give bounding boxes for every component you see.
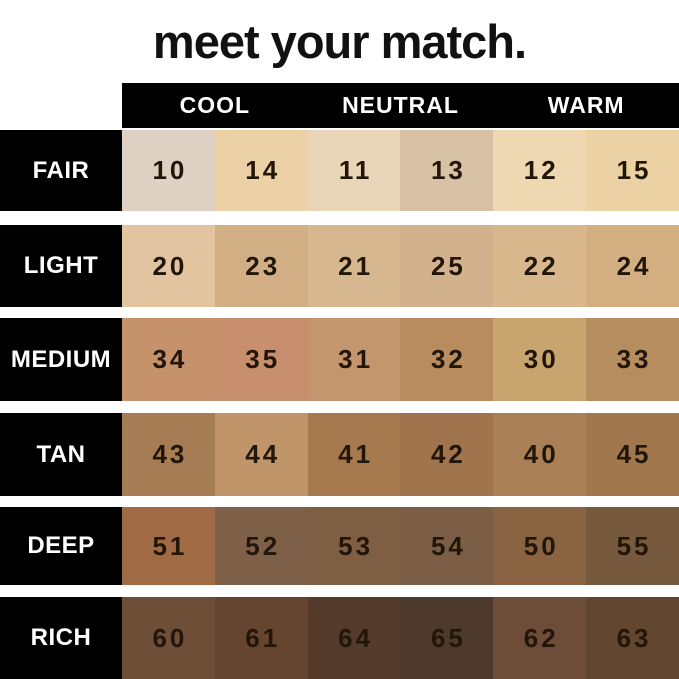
shade-swatch: 40 [493, 413, 587, 496]
row-tan: TAN 43 44 41 42 40 45 [0, 413, 679, 496]
shade-swatch: 52 [214, 507, 308, 585]
shade-number: 42 [430, 439, 466, 469]
shade-number: 52 [245, 530, 281, 561]
shade-number: 20 [152, 250, 188, 281]
shade-number: 14 [245, 155, 281, 185]
shade-swatch: 50 [493, 507, 587, 585]
row-label-rich: RICH [0, 597, 122, 679]
shade-number: 10 [152, 155, 188, 185]
shade-number: 41 [338, 439, 374, 469]
shade-swatch: 60 [122, 597, 215, 679]
shade-swatch: 35 [214, 318, 308, 401]
shade-swatch: 33 [586, 318, 679, 401]
shade-swatch: 65 [400, 597, 494, 679]
shade-swatch: 61 [214, 597, 308, 679]
shade-number: 40 [523, 439, 559, 469]
shade-number: 65 [430, 622, 466, 653]
shade-number: 54 [430, 530, 466, 561]
shade-number: 45 [616, 439, 652, 469]
shade-swatch: 62 [493, 597, 587, 679]
shade-swatch: 12 [493, 130, 587, 211]
header-warm: WARM [547, 92, 625, 118]
shade-number: 34 [152, 344, 188, 374]
shade-swatch: 30 [493, 318, 587, 401]
shade-swatch: 10 [122, 130, 215, 211]
shade-number: 50 [523, 530, 559, 561]
shade-swatch: 22 [493, 225, 587, 307]
row-fair: FAIR 10 14 11 13 12 15 [0, 130, 679, 211]
row-rich: RICH 60 61 64 65 62 63 [0, 597, 679, 679]
shade-number: 44 [245, 439, 281, 469]
shade-swatch: 20 [122, 225, 215, 307]
row-medium: MEDIUM 34 35 31 32 30 33 [0, 318, 679, 401]
shade-swatch: 45 [586, 413, 679, 496]
undertone-header-bar: COOL NEUTRAL WARM [122, 83, 679, 128]
shade-swatch: 34 [122, 318, 215, 401]
shade-number: 53 [338, 530, 374, 561]
shade-swatch: 63 [586, 597, 679, 679]
shade-number: 61 [245, 622, 281, 653]
shade-swatch: 15 [586, 130, 679, 211]
shade-number: 30 [523, 344, 559, 374]
row-label-deep: DEEP [0, 507, 122, 585]
shade-number: 64 [338, 622, 374, 653]
shade-swatch: 41 [307, 413, 401, 496]
shade-swatch: 64 [307, 597, 401, 679]
shade-swatch: 13 [400, 130, 494, 211]
shade-swatch: 32 [400, 318, 494, 401]
shade-swatch: 23 [214, 225, 308, 307]
header-neutral: NEUTRAL [342, 92, 459, 118]
shade-number: 31 [338, 344, 374, 374]
shade-number: 32 [430, 344, 466, 374]
shade-swatch: 25 [400, 225, 494, 307]
shade-number: 15 [616, 155, 652, 185]
row-label-tan: TAN [0, 413, 122, 496]
shade-number: 62 [523, 622, 559, 653]
shade-number: 60 [152, 622, 188, 653]
page-title: meet your match. [152, 15, 527, 68]
shade-number: 51 [152, 530, 188, 561]
shade-number: 25 [430, 250, 466, 281]
shade-swatch: 55 [586, 507, 679, 585]
row-label-light: LIGHT [0, 225, 122, 307]
shade-swatch: 21 [307, 225, 401, 307]
shade-swatch: 51 [122, 507, 215, 585]
shade-swatch: 14 [214, 130, 308, 211]
row-light: LIGHT 20 23 21 25 22 24 [0, 225, 679, 307]
shade-swatch: 11 [307, 130, 401, 211]
shade-swatch: 43 [122, 413, 215, 496]
shade-swatch: 53 [307, 507, 401, 585]
shade-swatch: 44 [214, 413, 308, 496]
shade-number: 22 [523, 250, 559, 281]
row-deep: DEEP 51 52 53 54 50 55 [0, 507, 679, 585]
shade-number: 63 [616, 622, 652, 653]
header-cool: COOL [179, 92, 251, 118]
shade-number: 33 [616, 344, 652, 374]
shade-swatch: 54 [400, 507, 494, 585]
shade-swatch: 42 [400, 413, 494, 496]
shade-number: 24 [616, 250, 652, 281]
shade-swatch: 31 [307, 318, 401, 401]
shade-number: 55 [616, 530, 652, 561]
row-label-fair: FAIR [0, 130, 122, 211]
shade-number: 13 [430, 155, 466, 185]
shade-number: 12 [523, 155, 559, 185]
shade-number: 43 [152, 439, 188, 469]
shade-number: 35 [245, 344, 281, 374]
shade-number: 23 [245, 250, 281, 281]
shade-number: 21 [338, 250, 374, 281]
shade-number: 11 [338, 155, 373, 185]
row-label-medium: MEDIUM [0, 318, 122, 401]
shade-swatch: 24 [586, 225, 679, 307]
